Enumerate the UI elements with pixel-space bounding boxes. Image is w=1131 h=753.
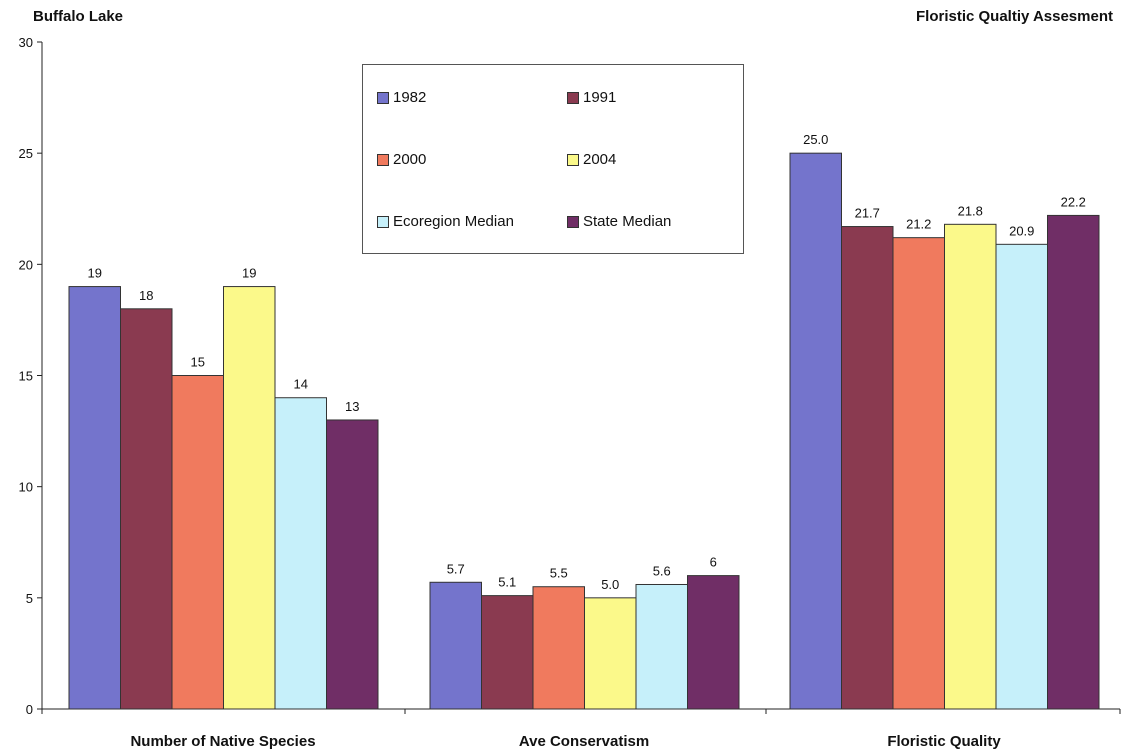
bar xyxy=(687,575,740,710)
bar xyxy=(68,286,121,710)
legend-item: 1982 xyxy=(377,89,426,106)
y-tick-label: 0 xyxy=(26,702,33,717)
data-label: 20.9 xyxy=(1009,223,1034,238)
data-label: 15 xyxy=(191,355,205,370)
data-label: 25.0 xyxy=(803,132,828,147)
bar xyxy=(892,237,945,710)
bar xyxy=(995,243,1048,710)
bar xyxy=(532,586,585,710)
legend-item: 2004 xyxy=(567,151,616,168)
chart-legend: 1982 1991 2000 2004 Ecoregion Median State Me… xyxy=(362,64,744,254)
data-label: 5.1 xyxy=(498,575,516,590)
y-tick-label: 5 xyxy=(26,591,33,606)
x-category-label: Ave Conservatism xyxy=(519,733,649,750)
legend-swatch xyxy=(567,153,579,166)
data-label: 5.5 xyxy=(550,566,568,581)
x-category-label: Floristic Quality xyxy=(887,733,1001,750)
bar xyxy=(326,419,379,710)
data-label: 19 xyxy=(88,266,102,281)
data-label: 21.7 xyxy=(855,206,880,221)
y-tick-label: 30 xyxy=(19,35,33,50)
bar xyxy=(223,286,276,710)
y-tick-label: 20 xyxy=(19,257,33,272)
data-label: 6 xyxy=(710,555,717,570)
bar xyxy=(944,223,997,710)
chart-title-left: Buffalo Lake xyxy=(33,8,124,25)
legend-label: 2000 xyxy=(393,151,427,168)
bar xyxy=(789,152,842,710)
data-label: 13 xyxy=(345,399,359,414)
bar xyxy=(1047,214,1100,710)
bar xyxy=(171,375,224,710)
data-label: 18 xyxy=(139,288,153,303)
chart-title-right: Floristic Qualtiy Assesment xyxy=(915,8,1113,25)
legend-item: 2000 xyxy=(377,151,426,168)
chart-bars xyxy=(68,152,1100,710)
y-tick-label: 15 xyxy=(19,369,33,384)
data-label: 14 xyxy=(294,377,308,392)
bar xyxy=(120,308,173,710)
data-label: 21.8 xyxy=(958,203,983,218)
data-label: 19 xyxy=(242,266,256,281)
chart-data-labels: 19 18 15 19 14 13 5.7 5.1 5.5 5.0 5.6 6 25.0 21.7 21.2… xyxy=(88,132,1086,592)
y-tick-label: 25 xyxy=(19,146,33,161)
data-label: 5.6 xyxy=(653,563,671,578)
data-label: 5.7 xyxy=(447,561,465,576)
legend-label: 2004 xyxy=(583,151,617,168)
legend-label: 1982 xyxy=(393,89,427,106)
x-category-label: Number of Native Species xyxy=(130,733,315,750)
legend-swatch xyxy=(377,91,389,104)
bar xyxy=(635,583,688,710)
legend-item: 1991 xyxy=(567,89,616,106)
bar xyxy=(429,581,482,710)
legend-item: Ecoregion Median xyxy=(377,213,514,230)
data-label: 22.2 xyxy=(1061,194,1086,209)
data-label: 5.0 xyxy=(601,577,619,592)
legend-swatch xyxy=(567,91,579,104)
legend-label: Ecoregion Median xyxy=(393,213,514,230)
bar xyxy=(274,397,327,710)
legend-swatch xyxy=(377,215,389,228)
legend-swatch xyxy=(377,153,389,166)
bar xyxy=(841,226,894,710)
y-tick-label: 10 xyxy=(19,480,33,495)
legend-label: 1991 xyxy=(583,89,617,106)
legend-swatch xyxy=(567,215,579,228)
bar xyxy=(481,595,534,710)
legend-item: State Median xyxy=(567,213,671,230)
legend-label: State Median xyxy=(583,213,672,230)
data-label: 21.2 xyxy=(906,217,931,232)
bar xyxy=(584,597,637,710)
